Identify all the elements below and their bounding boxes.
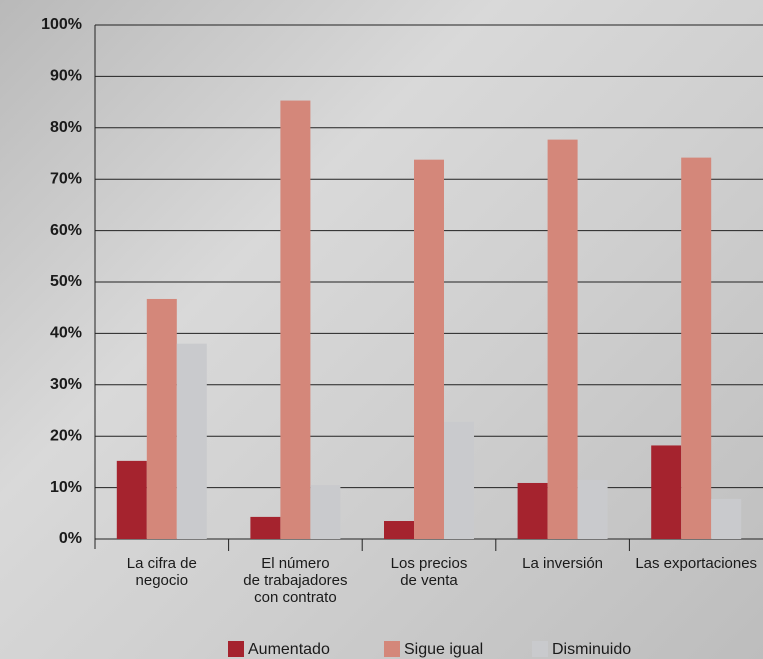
y-tick-label: 10% [50, 479, 82, 496]
bar [444, 421, 474, 539]
legend-label: Aumentado [248, 641, 330, 658]
x-tick-label: La inversión [522, 555, 604, 572]
y-tick-label: 0% [59, 530, 82, 547]
x-tick-label: El número de trabajadores con contrato [243, 555, 348, 606]
bar [384, 521, 414, 539]
legend-swatch [532, 641, 548, 657]
y-tick-label: 40% [50, 325, 82, 342]
legend-swatch [384, 641, 400, 657]
legend-label: Sigue igual [404, 641, 483, 658]
y-tick-label: 30% [50, 376, 82, 393]
bar [681, 157, 712, 539]
bar [547, 139, 578, 539]
x-tick-label: Las exportaciones [635, 555, 758, 572]
y-tick-label: 80% [50, 119, 82, 136]
legend-label: Disminuido [552, 641, 631, 658]
legend-swatch [228, 641, 244, 657]
bar [146, 298, 177, 539]
bar [176, 343, 207, 539]
bar [577, 479, 608, 539]
y-tick-label: 60% [50, 222, 82, 239]
y-tick-label: 70% [50, 170, 82, 187]
x-tick-label: Los precios de venta [390, 555, 468, 589]
y-tick-label: 100% [41, 16, 82, 33]
bar [280, 100, 311, 540]
bar [414, 159, 444, 539]
y-tick-label: 50% [50, 273, 82, 290]
bar [116, 460, 147, 539]
bar [310, 485, 341, 539]
bar [517, 482, 548, 539]
bar [711, 498, 742, 539]
y-tick-label: 90% [50, 68, 82, 85]
bar [651, 445, 682, 539]
x-tick-label: La cifra de negocio [126, 555, 197, 589]
bar [250, 516, 281, 539]
y-tick-label: 20% [50, 427, 82, 444]
